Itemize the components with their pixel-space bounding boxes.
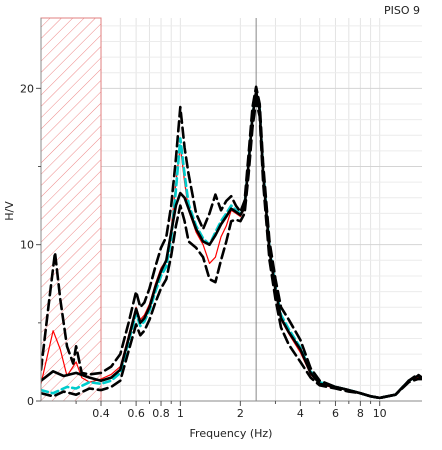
series-group (41, 85, 422, 400)
series-line-5 (41, 90, 422, 400)
grid (41, 18, 422, 402)
y-tick-label: 20 (20, 82, 34, 95)
x-tick-label: 1 (177, 407, 184, 420)
x-tick-label: 0.4 (92, 407, 110, 420)
excluded-frequency-band (40, 17, 102, 402)
x-tick-label: 2 (237, 407, 244, 420)
x-tick-label: 10 (373, 407, 387, 420)
x-tick-label: 6 (332, 407, 339, 420)
x-tick-label: 8 (357, 407, 364, 420)
x-axis-title: Frequency (Hz) (190, 427, 273, 440)
x-tick-label: 0.8 (152, 407, 170, 420)
series-line-3 (41, 85, 422, 400)
y-tick-label: 0 (27, 395, 34, 408)
series-line-4 (41, 99, 422, 400)
axes: 0.4 0.6 0.8 1 2 4 6 8 10 0 10 20 (20, 18, 422, 420)
y-axis-title: H/V (3, 201, 16, 221)
x-tick-label: 0.6 (127, 407, 145, 420)
x-tick-label: 4 (297, 407, 304, 420)
chart-title: PISO 9 (384, 4, 420, 17)
y-tick-label: 10 (20, 239, 34, 252)
